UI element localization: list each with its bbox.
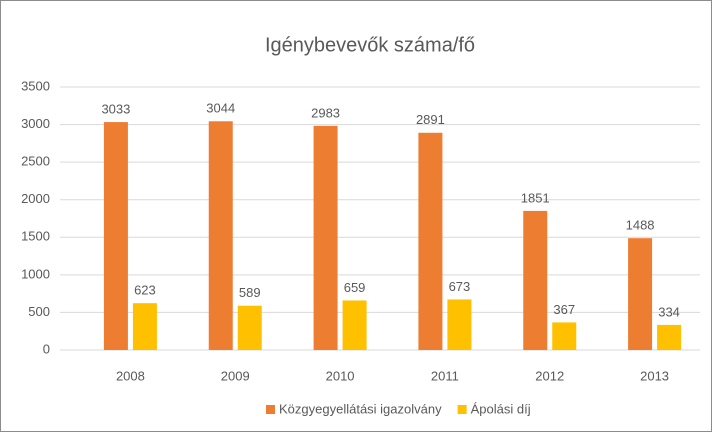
bar: [523, 210, 548, 350]
bar: [418, 132, 443, 350]
bar: [342, 300, 367, 350]
x-tick-label: 2012: [535, 368, 564, 383]
data-label: 2983: [311, 105, 340, 120]
bar: [313, 125, 338, 351]
y-tick-label: 500: [28, 304, 50, 319]
data-label: 659: [344, 280, 366, 295]
y-tick-label: 3000: [21, 116, 50, 131]
y-tick-label: 3500: [21, 78, 50, 93]
chart-title: Igénybevevők száma/fő: [265, 34, 475, 56]
data-label: 2891: [416, 112, 445, 127]
legend-label: Ápolási díj: [471, 401, 531, 416]
data-label: 1851: [521, 190, 550, 205]
bar: [103, 122, 128, 351]
legend-swatch: [457, 405, 467, 414]
x-tick-label: 2013: [640, 368, 669, 383]
y-tick-label: 2000: [21, 191, 50, 206]
data-label: 1488: [626, 218, 655, 233]
data-label: 3044: [206, 101, 235, 116]
bar: [628, 238, 653, 350]
legend-label: Közgyegyellátási igazolvány: [279, 401, 442, 416]
x-tick-label: 2009: [221, 368, 250, 383]
data-label: 673: [449, 279, 471, 294]
y-tick-label: 2500: [21, 154, 50, 169]
legend-swatch: [266, 405, 275, 414]
x-tick-label: 2010: [326, 368, 355, 383]
bar: [132, 303, 157, 350]
bar: [208, 121, 233, 351]
y-tick-label: 0: [43, 341, 50, 356]
data-label: 3033: [101, 102, 130, 117]
data-label: 367: [553, 302, 575, 317]
bar: [447, 299, 472, 350]
data-label: 623: [134, 283, 156, 298]
bar: [237, 305, 262, 350]
x-tick-label: 2008: [116, 368, 145, 383]
data-label: 589: [239, 285, 261, 300]
x-tick-label: 2011: [431, 368, 459, 383]
bar: [552, 322, 577, 350]
bar: [657, 324, 682, 350]
y-tick-label: 1500: [21, 229, 50, 244]
data-label: 334: [658, 304, 680, 319]
y-tick-label: 1000: [21, 266, 50, 281]
